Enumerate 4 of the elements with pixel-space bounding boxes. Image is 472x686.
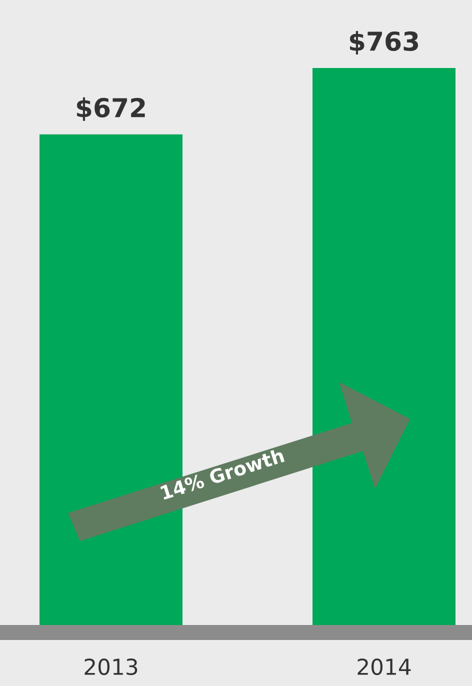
x-tick-label: 2013: [84, 658, 138, 676]
x-tick-label: 2014: [358, 658, 411, 676]
data-label: $763: [350, 30, 418, 54]
data-label: $672: [76, 97, 145, 121]
